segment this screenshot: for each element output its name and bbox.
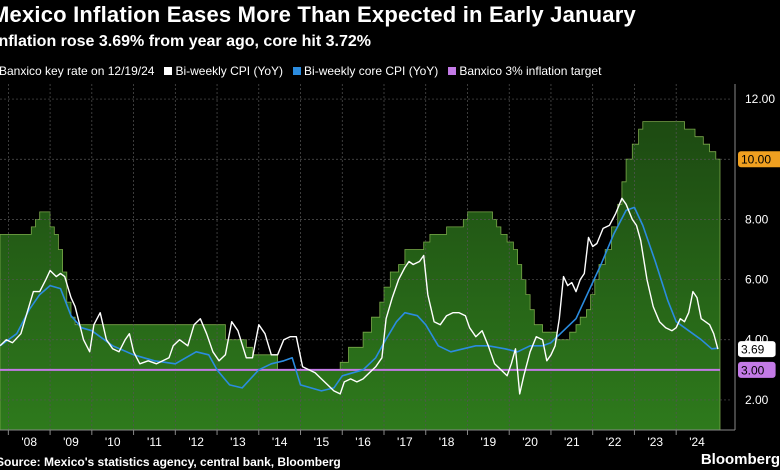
- legend-label-core-cpi: Bi-weekly core CPI (YoY): [304, 64, 439, 78]
- y-tick-label: 6.00: [745, 273, 769, 287]
- x-tick-label: '21: [564, 435, 580, 449]
- x-tick-label: '12: [188, 435, 204, 449]
- x-tick-label: '17: [397, 435, 413, 449]
- legend-item-cpi: Bi-weekly CPI (YoY): [164, 63, 283, 79]
- x-tick-label: '14: [272, 435, 288, 449]
- legend-label-cpi: Bi-weekly CPI (YoY): [175, 64, 284, 78]
- x-tick-label: '16: [355, 435, 371, 449]
- value-badge-label: 3.69: [741, 343, 765, 357]
- x-tick-label: '18: [439, 435, 455, 449]
- legend-label-target: Banxico 3% inflation target: [459, 64, 602, 78]
- x-tick-label: '08: [21, 435, 37, 449]
- legend-item-key-rate: Banxico key rate on 12/19/24: [0, 63, 154, 79]
- x-tick-label: '19: [481, 435, 497, 449]
- y-tick-label: 8.00: [745, 212, 769, 226]
- value-badge-box: [738, 151, 780, 168]
- chart-subtitle: Inflation rose 3.69% from year ago, core…: [0, 33, 372, 50]
- x-tick-label: '13: [230, 435, 246, 449]
- legend-item-core-cpi: Bi-weekly core CPI (YoY): [293, 63, 438, 79]
- legend-label-key-rate: Banxico key rate on 12/19/24: [0, 64, 155, 78]
- value-badge-label: 3.00: [741, 363, 765, 377]
- x-tick-label: '23: [647, 435, 663, 449]
- legend: Banxico key rate on 12/19/24 Bi-weekly C…: [0, 63, 601, 79]
- chart-title: Mexico Inflation Eases More Than Expecte…: [0, 2, 636, 27]
- series-line-core-cpi: [0, 206, 718, 392]
- series-area-key-rate: [0, 121, 721, 431]
- source-note: Source: Mexico's statistics agency, cent…: [0, 455, 341, 469]
- y-tick-label: 2.00: [745, 393, 769, 407]
- y-tick-label: 12.00: [745, 92, 775, 106]
- legend-swatch-core-cpi: [293, 67, 302, 75]
- bloomberg-logo: Bloomberg: [700, 451, 780, 468]
- value-badge-box: [738, 341, 776, 358]
- value-badge-label: 10.00: [741, 153, 771, 167]
- x-tick-label: '22: [606, 435, 622, 449]
- x-tick-label: '10: [105, 435, 121, 449]
- legend-item-target: Banxico 3% inflation target: [448, 63, 601, 79]
- series-line-cpi: [0, 197, 719, 395]
- x-tick-label: '11: [147, 435, 162, 449]
- x-tick-label: '24: [689, 435, 705, 449]
- x-tick-label: '09: [63, 435, 79, 449]
- legend-swatch-target: [448, 67, 457, 75]
- legend-swatch-cpi: [164, 67, 173, 75]
- x-tick-label: '20: [522, 435, 538, 449]
- value-badge-box: [738, 361, 776, 378]
- x-tick-label: '15: [314, 435, 330, 449]
